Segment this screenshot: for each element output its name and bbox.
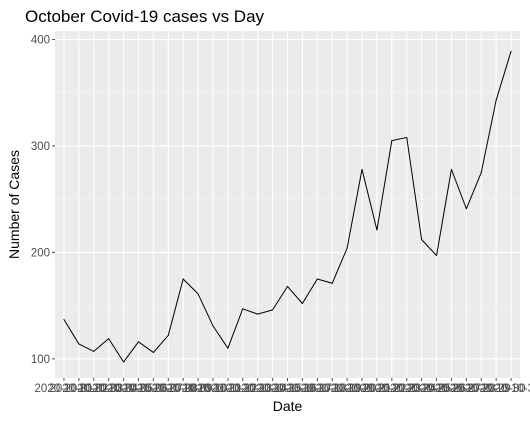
- y-tick-label: 100: [31, 354, 50, 366]
- data-point: [257, 314, 258, 315]
- x-tick-label: 2020-10-31: [482, 383, 530, 395]
- data-point: [332, 283, 333, 284]
- data-point: [168, 335, 169, 336]
- data-point: [436, 255, 437, 256]
- data-point: [242, 308, 243, 309]
- data-point: [78, 343, 79, 344]
- data-point: [302, 303, 303, 304]
- data-point: [511, 51, 512, 52]
- data-point: [466, 208, 467, 209]
- data-point: [362, 169, 363, 170]
- data-point: [421, 239, 422, 240]
- data-point: [227, 348, 228, 349]
- data-point: [406, 137, 407, 138]
- y-tick-label: 400: [31, 35, 50, 47]
- data-point: [347, 248, 348, 249]
- data-point: [123, 362, 124, 363]
- data-point: [198, 293, 199, 294]
- data-point: [93, 351, 94, 352]
- data-point: [183, 279, 184, 280]
- data-point: [376, 230, 377, 231]
- data-point: [153, 352, 154, 353]
- data-point: [63, 319, 64, 320]
- data-point: [138, 341, 139, 342]
- x-axis: 2020-10-012020-10-022020-10-032020-10-04…: [35, 378, 530, 395]
- x-axis-title: Date: [273, 398, 303, 414]
- data-point: [481, 172, 482, 173]
- data-point: [496, 100, 497, 101]
- y-tick-label: 300: [31, 141, 50, 153]
- y-axis: 100 200 300 400: [31, 35, 55, 366]
- data-point: [287, 286, 288, 287]
- data-point: [391, 140, 392, 141]
- chart-title: October Covid-19 cases vs Day: [25, 7, 265, 26]
- data-point: [108, 338, 109, 339]
- data-point: [272, 309, 273, 310]
- data-point: [212, 325, 213, 326]
- data-point: [451, 169, 452, 170]
- data-point: [317, 279, 318, 280]
- y-axis-title: Number of Cases: [6, 150, 22, 259]
- y-tick-label: 200: [31, 247, 50, 259]
